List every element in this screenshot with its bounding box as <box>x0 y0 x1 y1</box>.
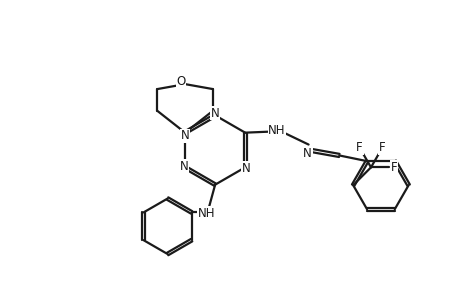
Text: F: F <box>378 141 385 154</box>
Text: F: F <box>390 161 396 174</box>
Text: NH: NH <box>268 124 285 137</box>
Text: F: F <box>356 141 362 154</box>
Text: N: N <box>302 147 311 160</box>
Text: N: N <box>210 107 219 120</box>
Text: NH: NH <box>197 207 214 220</box>
Text: N: N <box>180 129 189 142</box>
Text: N: N <box>179 160 188 173</box>
Text: O: O <box>176 75 185 88</box>
Text: N: N <box>241 162 250 175</box>
